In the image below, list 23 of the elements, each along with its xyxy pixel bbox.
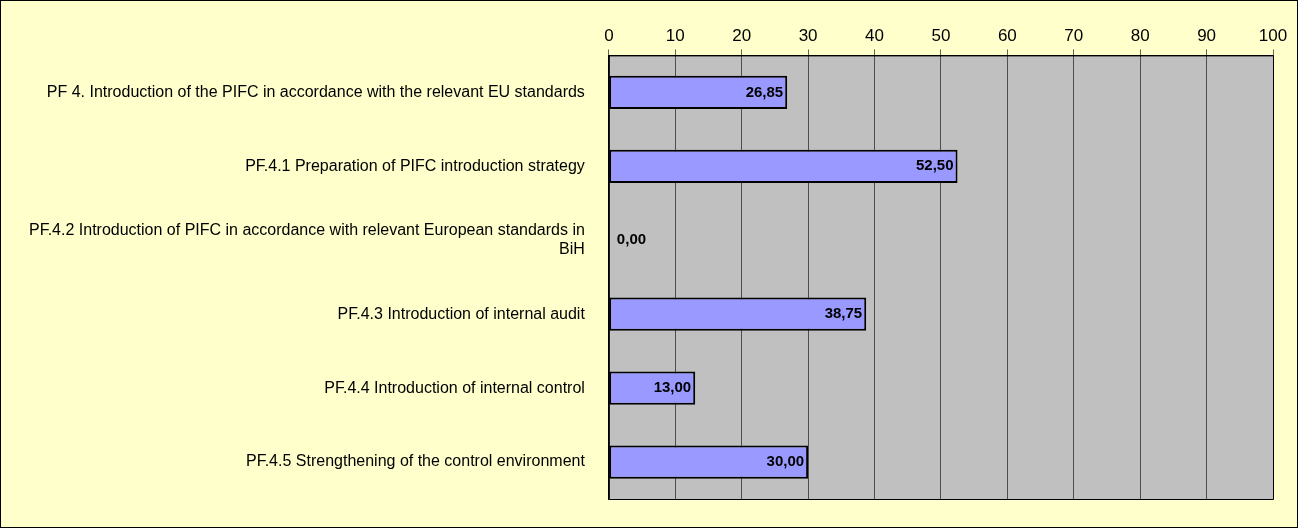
data-label: 0,00 <box>616 230 647 248</box>
data-label: 30,00 <box>766 452 805 470</box>
y-tick-label: PF.4.3 Introduction of internal audit <box>337 304 586 322</box>
x-tick-label: 40 <box>865 25 884 45</box>
y-tick-label: PF 4. Introduction of the PIFC in accordance with the relevant EU standards <box>46 82 585 100</box>
data-label: 13,00 <box>653 378 692 396</box>
x-tick-label: 10 <box>665 25 685 45</box>
x-tick-label: 60 <box>997 25 1017 45</box>
x-tick-label: 0 <box>604 25 614 45</box>
x-tick-label: 100 <box>1258 25 1288 45</box>
data-label: 26,85 <box>745 82 784 100</box>
x-tick-label: 20 <box>732 25 752 45</box>
data-label: 38,75 <box>824 304 863 322</box>
x-tick-label: 80 <box>1130 25 1150 45</box>
x-tick-label: 90 <box>1197 25 1217 45</box>
x-tick-label: 50 <box>931 25 951 45</box>
x-tick-label: 70 <box>1064 25 1084 45</box>
y-tick-label: PF.4.5 Strengthening of the control environment <box>245 452 586 470</box>
y-tick-label: PF.4.2 Introduction of PIFC in accordance with relevant European standards in BiH <box>28 221 585 258</box>
y-tick-label: PF.4.4 Introduction of internal control <box>324 378 585 396</box>
data-label: 52,50 <box>915 156 954 174</box>
x-tick-label: 30 <box>798 25 818 45</box>
y-tick-label: PF.4.1 Preparation of PIFC introduction strategy <box>245 156 585 174</box>
